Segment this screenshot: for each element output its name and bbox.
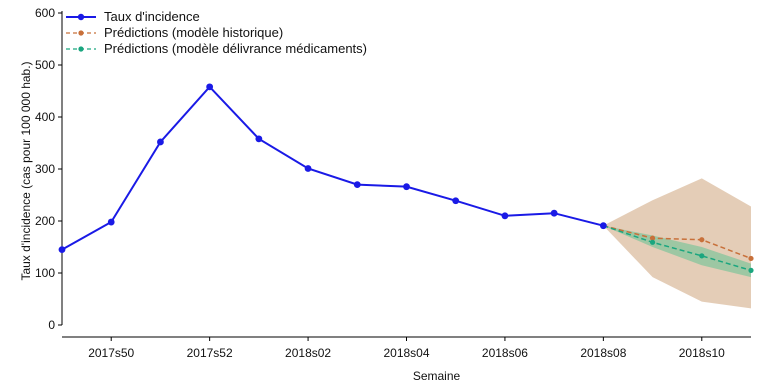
data-point <box>58 246 66 254</box>
x-tick-label: 2017s50 <box>88 346 134 360</box>
y-tick-label: 600 <box>35 6 55 20</box>
legend-label: Prédictions (modèle historique) <box>104 25 283 40</box>
series-points <box>58 83 754 273</box>
data-point <box>501 212 509 220</box>
y-tick-label: 500 <box>35 58 55 72</box>
legend-marker <box>77 13 85 21</box>
x-tick-label: 2017s52 <box>187 346 233 360</box>
data-point <box>206 83 214 91</box>
y-tick-label: 200 <box>35 214 55 228</box>
series-line <box>603 224 752 272</box>
axes <box>61 11 751 338</box>
data-point <box>255 135 263 143</box>
x-tick-label: 2018s02 <box>285 346 331 360</box>
x-axis-ticks: 2017s50 2017s52 2018s02 2018s04 2018s06 2018s… <box>88 337 725 360</box>
prediction-band <box>603 225 751 278</box>
x-tick-label: 2018s04 <box>383 346 429 360</box>
series-lines <box>61 85 752 272</box>
series-line <box>61 85 604 251</box>
data-point <box>748 255 754 262</box>
data-point <box>304 165 312 172</box>
y-tick-label: 300 <box>35 162 55 176</box>
x-tick-label: 2018s08 <box>580 346 626 360</box>
x-axis-title: Semaine <box>413 369 461 383</box>
data-point <box>699 237 705 243</box>
y-axis-title: Taux d'incidence (cas pour 100 000 hab.) <box>19 61 33 280</box>
legend-marker <box>78 30 84 36</box>
data-point <box>157 138 164 146</box>
data-point <box>452 197 460 205</box>
prediction-bands <box>603 178 751 309</box>
legend-marker <box>78 46 84 52</box>
data-point <box>550 209 558 217</box>
x-tick-label: 2018s10 <box>679 346 725 360</box>
y-tick-label: 100 <box>35 266 55 280</box>
legend-label: Prédictions (modèle délivrance médicamen… <box>104 41 367 56</box>
y-axis-ticks: 0 100 200 300 400 500 600 <box>35 6 62 332</box>
data-point <box>748 267 754 273</box>
data-point <box>353 181 361 189</box>
y-tick-label: 400 <box>35 110 55 124</box>
data-point <box>403 183 410 191</box>
data-point <box>699 253 705 259</box>
y-tick-label: 0 <box>48 318 55 332</box>
data-point <box>649 239 656 245</box>
data-point <box>649 235 656 241</box>
x-tick-label: 2018s06 <box>482 346 528 360</box>
legend-label: Taux d'incidence <box>104 9 200 24</box>
data-point <box>107 218 115 226</box>
data-point <box>599 222 607 230</box>
series-line <box>603 224 752 260</box>
